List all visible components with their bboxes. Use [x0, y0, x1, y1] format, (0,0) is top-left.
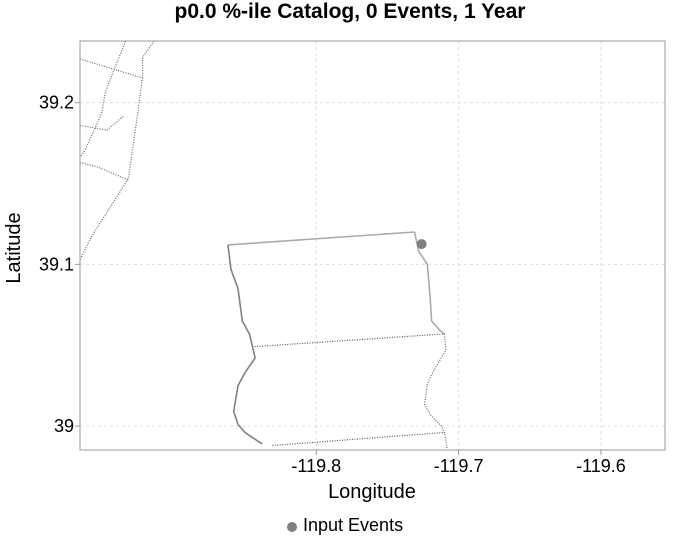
event-points: [416, 239, 427, 250]
plot-frame: [79, 40, 666, 451]
boundary-line: [252, 333, 445, 348]
boundary-line: [227, 231, 415, 246]
grid-lines: [80, 41, 665, 450]
boundary-line: [79, 58, 145, 79]
y-tick-label: 39.1: [39, 254, 74, 274]
event-point: [416, 239, 427, 250]
y-axis-ticks: 39 39.1 39.2: [39, 93, 80, 436]
county-boundaries: [79, 40, 448, 449]
legend: Input Events: [287, 515, 403, 535]
y-tick-label: 39.2: [39, 93, 74, 113]
x-axis-ticks: -119.8 -119.7 -119.6: [291, 450, 626, 476]
legend-label: Input Events: [303, 515, 403, 535]
y-axis-label: Latitude: [3, 212, 25, 283]
boundary-line: [227, 244, 263, 445]
boundary-line: [413, 231, 445, 335]
chart-title: p0.0 %-ile Catalog, 0 Events, 1 Year: [175, 0, 526, 23]
boundary-line: [79, 40, 155, 260]
legend-marker: [287, 522, 297, 532]
boundary-line: [79, 161, 129, 181]
y-tick-label: 39: [54, 416, 74, 436]
boundary-line: [423, 333, 448, 449]
x-tick-label: -119.7: [434, 456, 484, 476]
x-tick-label: -119.8: [291, 456, 341, 476]
x-axis-label: Longitude: [328, 481, 416, 503]
x-tick-label: -119.6: [576, 456, 626, 476]
